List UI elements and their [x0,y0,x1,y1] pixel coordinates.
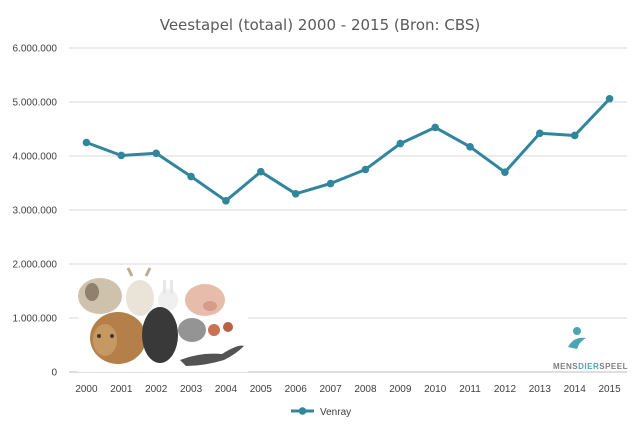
y-axis-ticks: 0 1.000.000 2.000.000 3.000.000 4.000.000 5.0… [13,44,58,379]
y-tick-label: 5.000.000 [13,98,58,109]
data-point-marker [326,179,335,188]
logo-text-mens: MENS [553,362,578,371]
legend-marker-icon [298,407,307,415]
logo-text-dier: DIER [578,362,599,371]
data-point-marker [431,123,439,132]
series-markers [82,94,614,205]
x-tick-label: 2007 [319,384,342,395]
x-tick-label: 2008 [354,384,377,395]
x-tick-label: 2005 [250,384,273,395]
data-point-marker [570,131,579,140]
data-point-marker [82,138,91,147]
x-tick-label: 2014 [564,384,587,395]
y-tick-label: 2.000.000 [13,260,58,271]
data-point-marker [222,197,230,205]
x-tick-label: 2000 [75,384,98,395]
x-tick-label: 2015 [598,384,621,395]
data-point-marker [257,167,265,176]
y-tick-label: 1.000.000 [13,314,58,325]
logo-figure-icon [568,327,586,349]
svg-text:MENSDIERSPEEL: MENSDIERSPEEL [553,362,628,371]
y-tick-label: 4.000.000 [13,152,58,163]
legend-label: Venray [320,407,351,418]
y-tick-label: 6.000.000 [13,44,58,55]
x-tick-label: 2002 [145,384,168,395]
data-point-marker [605,94,614,103]
x-tick-label: 2012 [494,384,517,395]
chart-title: Veestapel (totaal) 2000 - 2015 (Bron: CB… [160,16,481,34]
logo-text-speel: SPEEL [599,362,628,371]
data-point-marker [361,165,370,174]
data-point-marker [117,151,126,160]
series-line-venray [84,97,612,203]
x-tick-label: 2004 [215,384,238,395]
farm-animals-image [78,267,248,372]
x-tick-label: 2013 [529,384,552,395]
data-point-marker [466,143,474,151]
x-tick-label: 2010 [424,384,447,395]
x-axis-ticks: 2000 2001 2002 2003 2004 2005 2006 2007 2008 2009… [75,384,621,395]
data-point-marker [291,190,300,198]
data-point-marker [501,168,509,176]
data-point-marker [536,129,544,138]
mensdierspeel-logo: MENSDIERSPEEL [553,327,628,371]
x-tick-label: 2011 [459,384,481,395]
y-tick-label: 3.000.000 [13,206,58,217]
data-point-marker [396,139,405,148]
data-point-marker [152,149,160,158]
y-tick-label: 0 [51,368,57,379]
x-tick-label: 2001 [110,384,133,395]
x-tick-label: 2009 [389,384,412,395]
data-point-marker [187,172,195,181]
x-tick-label: 2006 [285,384,308,395]
x-tick-label: 2003 [180,384,203,395]
legend: Venray [291,407,351,418]
